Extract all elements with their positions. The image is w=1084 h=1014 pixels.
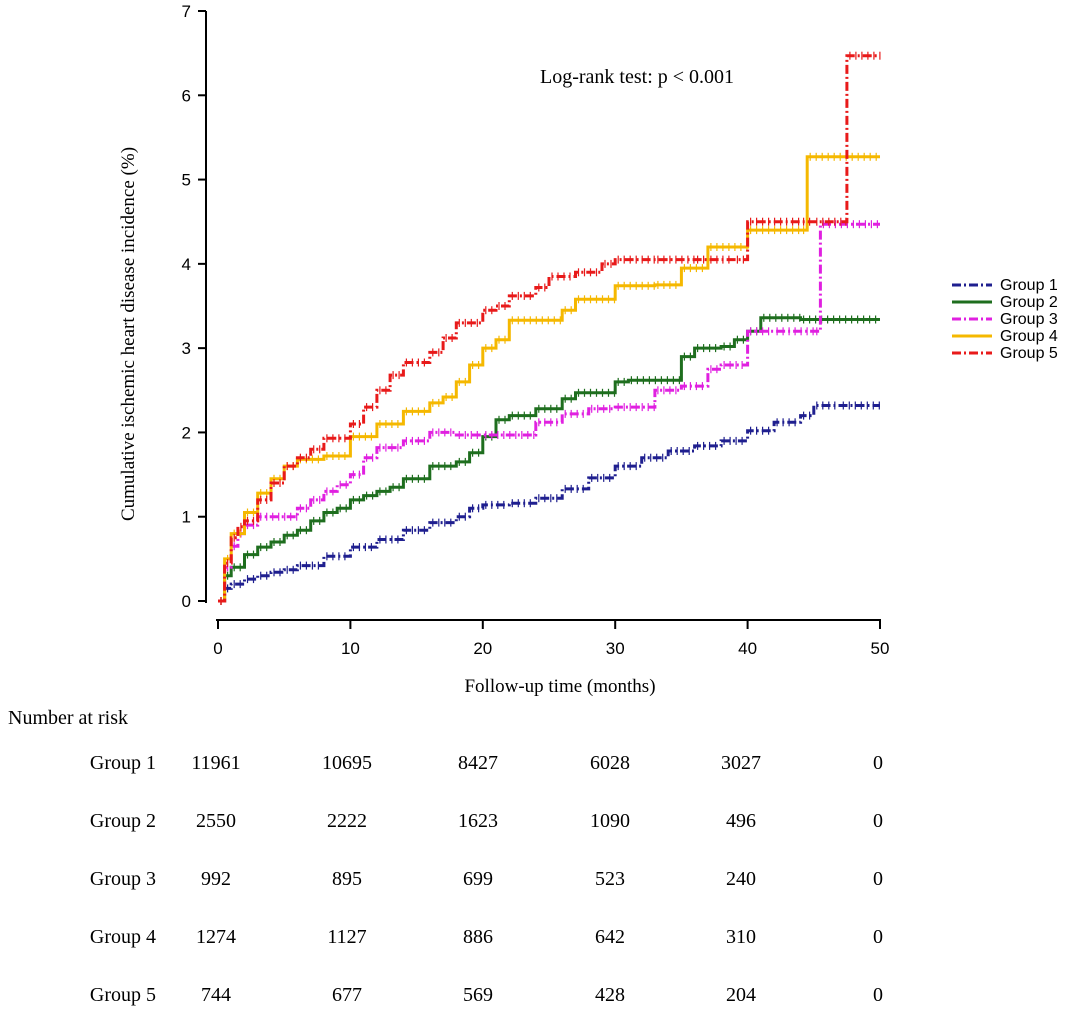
risk-cell: 523 xyxy=(595,868,625,890)
risk-cell: 992 xyxy=(201,868,231,890)
risk-group-label: Group 4 xyxy=(89,926,156,948)
risk-cell: 569 xyxy=(463,984,493,1006)
x-tick-label: 30 xyxy=(606,639,625,658)
risk-row-group-2: Group 2 2550 2222 1623 1090 496 0 xyxy=(0,810,1084,840)
risk-cell: 0 xyxy=(873,926,883,948)
risk-row-group-5: Group 5 744 677 569 428 204 0 xyxy=(0,984,1084,1014)
risk-cell: 1127 xyxy=(327,926,367,948)
risk-row-group-4: Group 4 1274 1127 886 642 310 0 xyxy=(0,926,1084,956)
risk-cell: 677 xyxy=(332,984,362,1006)
x-tick-label: 0 xyxy=(213,639,222,658)
risk-group-label: Group 2 xyxy=(89,810,156,832)
y-tick-label: 7 xyxy=(182,2,191,21)
y-tick-label: 0 xyxy=(182,592,191,611)
risk-cell: 699 xyxy=(463,868,493,890)
risk-cell: 886 xyxy=(463,926,493,948)
risk-cell: 428 xyxy=(595,984,625,1006)
x-tick-label: 50 xyxy=(871,639,890,658)
risk-cell: 6028 xyxy=(590,752,630,774)
risk-group-label: Group 1 xyxy=(89,752,156,774)
risk-cell: 0 xyxy=(873,868,883,890)
y-tick-label: 5 xyxy=(182,171,191,190)
series-layer xyxy=(218,51,881,605)
series-line-group-5 xyxy=(218,54,880,603)
risk-cell: 10695 xyxy=(322,752,372,774)
y-tick-label: 3 xyxy=(182,339,191,358)
series-line-group-3 xyxy=(218,222,880,603)
legend-label-group-5: Group 5 xyxy=(1000,345,1058,362)
risk-cell: 2222 xyxy=(327,810,367,832)
risk-group-label: Group 5 xyxy=(89,984,156,1006)
risk-cell: 0 xyxy=(873,810,883,832)
risk-cell: 310 xyxy=(726,926,756,948)
y-tick-label: 2 xyxy=(182,423,191,442)
y-axis-title: Cumulative ischemic heart disease incide… xyxy=(118,147,139,521)
km-chart: 0 1 2 3 4 5 6 7 0 10 20 30 40 50 Log-rank test: p < 0… xyxy=(118,2,1058,697)
legend-label-group-1: Group 1 xyxy=(1000,277,1058,294)
risk-cell: 204 xyxy=(726,984,756,1006)
risk-cell: 0 xyxy=(873,752,883,774)
risk-group-label: Group 3 xyxy=(89,868,156,890)
x-tick-label: 40 xyxy=(738,639,757,658)
risk-row-group-3: Group 3 992 895 699 523 240 0 xyxy=(0,868,1084,898)
risk-cell: 8427 xyxy=(458,752,498,774)
risk-cell: 3027 xyxy=(721,752,761,774)
risk-cell: 496 xyxy=(726,810,756,832)
axes: 0 1 2 3 4 5 6 7 0 10 20 30 40 50 xyxy=(182,2,890,658)
risk-cell: 744 xyxy=(201,984,231,1006)
legend-label-group-2: Group 2 xyxy=(1000,294,1058,311)
log-rank-annotation: Log-rank test: p < 0.001 xyxy=(540,66,734,88)
y-tick-label: 1 xyxy=(182,508,191,527)
legend-label-group-4: Group 4 xyxy=(1000,328,1058,345)
y-tick-label: 4 xyxy=(182,255,191,274)
risk-cell: 2550 xyxy=(196,810,236,832)
series-line-group-2 xyxy=(218,316,880,603)
series-line-group-1 xyxy=(218,404,880,603)
risk-cell: 11961 xyxy=(191,752,241,774)
x-tick-label: 10 xyxy=(341,639,360,658)
risk-cell: 1623 xyxy=(458,810,498,832)
y-tick-label: 6 xyxy=(182,86,191,105)
risk-cell: 1274 xyxy=(196,926,236,948)
risk-cell: 1090 xyxy=(590,810,630,832)
x-axis-title: Follow-up time (months) xyxy=(464,676,655,697)
risk-table-title: Number at risk xyxy=(8,707,128,729)
risk-cell: 240 xyxy=(726,868,756,890)
risk-cell: 895 xyxy=(332,868,362,890)
risk-row-group-1: Group 1 11961 10695 8427 6028 3027 0 xyxy=(0,752,1084,782)
risk-cell: 0 xyxy=(873,984,883,1006)
legend-label-group-3: Group 3 xyxy=(1000,311,1058,328)
x-tick-label: 20 xyxy=(473,639,492,658)
risk-cell: 642 xyxy=(595,926,625,948)
